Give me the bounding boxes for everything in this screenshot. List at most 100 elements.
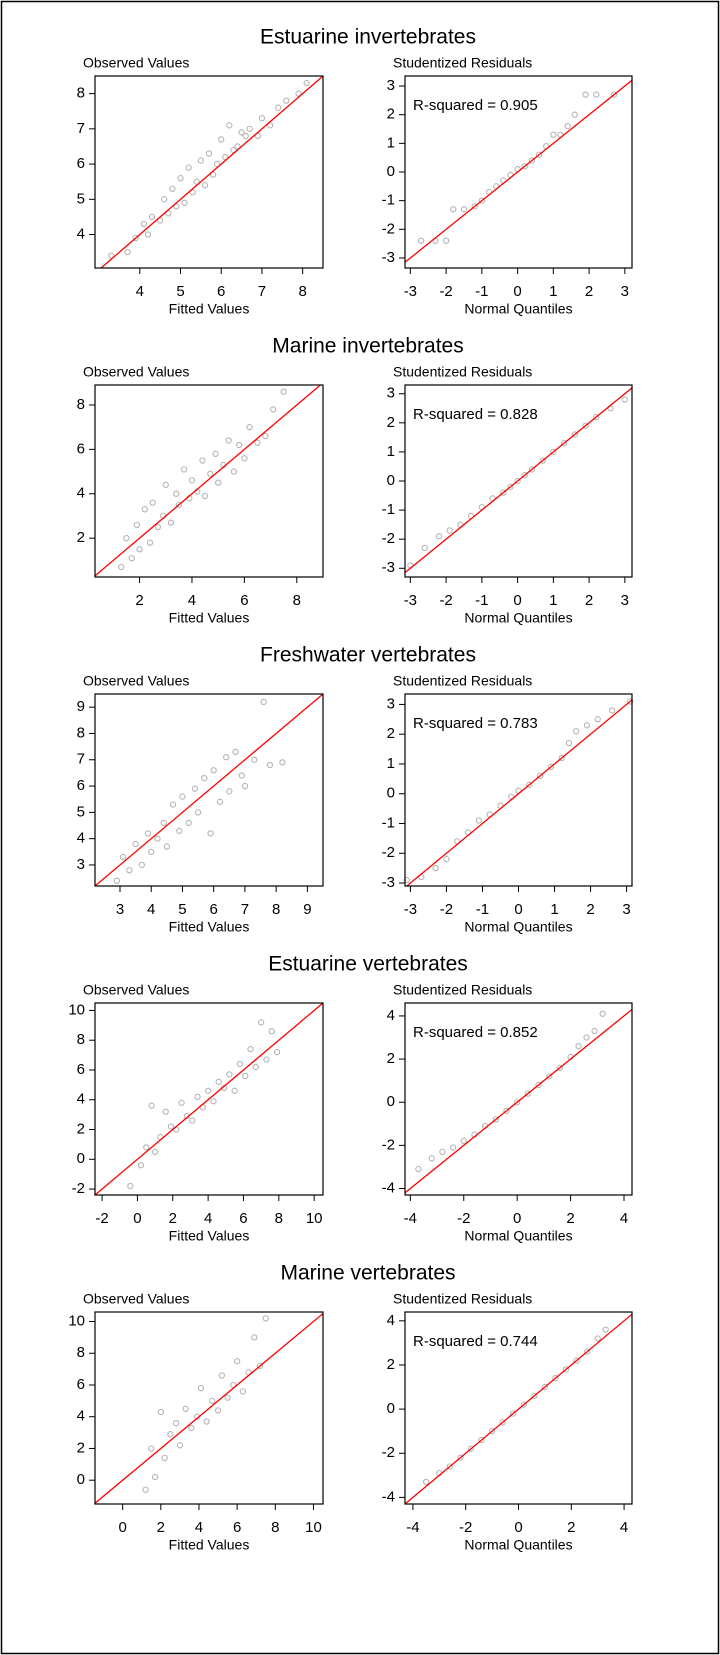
point (562, 1366, 570, 1373)
point (415, 1165, 422, 1173)
x-tick-label: -1 (476, 901, 489, 918)
y-tick-label: 2 (387, 414, 395, 431)
x-tick-label: 8 (272, 901, 280, 918)
point (295, 90, 302, 97)
x-tick-label: 2 (585, 283, 593, 300)
x-tick-label: 1 (549, 592, 557, 609)
y-tick-label: 5 (77, 190, 85, 207)
x-tick-label: 6 (233, 1519, 241, 1536)
point (161, 1454, 168, 1462)
point (251, 1334, 258, 1341)
point (143, 1144, 150, 1151)
point (223, 753, 230, 761)
point (449, 1144, 457, 1151)
point (119, 853, 127, 861)
point (239, 1388, 247, 1395)
x-tick-label: 3 (622, 901, 630, 918)
point (478, 1436, 485, 1444)
point (222, 153, 229, 161)
x-tick-label: -4 (404, 1210, 417, 1227)
point (151, 1473, 159, 1481)
point (238, 772, 245, 779)
x-tick-label: 4 (136, 283, 144, 300)
point (499, 1419, 506, 1426)
point (180, 466, 188, 473)
point (583, 722, 591, 729)
y-tick-label: 8 (77, 396, 85, 413)
x-tick-label: 8 (275, 1210, 283, 1227)
point (573, 1357, 580, 1364)
plot-box (94, 1002, 324, 1196)
x-tick-label: 2 (586, 901, 594, 918)
panel-title: Estuarine vertebrates (268, 953, 468, 976)
x-tick-label: -1 (475, 592, 488, 609)
point (258, 115, 266, 122)
point (594, 716, 601, 723)
point (157, 1408, 164, 1416)
point (251, 756, 258, 763)
point (242, 1072, 249, 1080)
y-axis-title: Observed Values (83, 364, 189, 380)
x-tick-label: 4 (147, 901, 155, 918)
y-tick-label: -1 (382, 814, 395, 831)
x-axis-title: Normal Quantiles (464, 301, 572, 317)
point (199, 457, 206, 464)
point (528, 157, 536, 164)
x-axis-title: Normal Quantiles (464, 1537, 572, 1553)
point (582, 422, 589, 429)
point (144, 231, 152, 238)
x-tick-label: -2 (439, 592, 452, 609)
point (188, 1424, 195, 1431)
point (575, 1042, 582, 1050)
point (126, 867, 133, 874)
x-tick-label: 2 (585, 592, 593, 609)
point (141, 506, 148, 513)
x-axis-title: Normal Quantiles (464, 919, 572, 935)
reference-line (405, 79, 632, 263)
y-axis-title: Studentized Residuals (393, 673, 532, 689)
point (176, 1442, 184, 1449)
point (236, 1060, 244, 1068)
x-tick-label: -3 (404, 901, 417, 918)
x-tick-label: 5 (176, 283, 184, 300)
point (238, 129, 245, 136)
point (194, 809, 202, 816)
y-tick-label: 3 (387, 385, 395, 402)
point (161, 196, 168, 203)
point (138, 861, 145, 869)
point (443, 856, 450, 863)
x-tick-label: 4 (195, 1519, 203, 1536)
point (124, 248, 131, 256)
plot-box (404, 1002, 633, 1196)
point (599, 1010, 606, 1017)
x-axis-title: Fitted Values (169, 919, 250, 935)
point (246, 125, 253, 132)
point (507, 483, 514, 490)
point (428, 1155, 435, 1162)
x-tick-label: 4 (188, 592, 196, 609)
point (273, 1048, 281, 1056)
x-axis-title: Normal Quantiles (464, 610, 572, 626)
point (201, 182, 209, 189)
point (146, 539, 154, 546)
y-tick-label: 4 (387, 1312, 395, 1329)
point (118, 563, 125, 571)
point (531, 1392, 538, 1400)
reference-line (405, 387, 632, 574)
y-tick-label: -2 (72, 1180, 85, 1197)
point (225, 437, 232, 444)
point (450, 206, 457, 213)
x-axis-title: Fitted Values (169, 1537, 250, 1553)
point (262, 432, 269, 440)
point (627, 698, 634, 705)
point (182, 1405, 189, 1412)
x-tick-label: 7 (241, 901, 249, 918)
point (263, 1056, 270, 1063)
y-tick-label: 4 (77, 1408, 85, 1425)
plot-box (94, 75, 324, 269)
point (467, 1445, 475, 1452)
point (541, 1383, 549, 1391)
point (583, 1348, 591, 1355)
